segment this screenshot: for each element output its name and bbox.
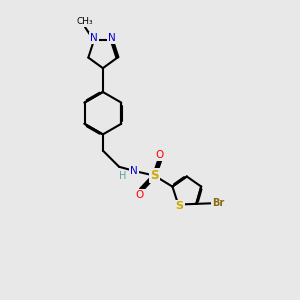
Text: N: N	[108, 33, 116, 43]
Text: CH₃: CH₃	[77, 17, 93, 26]
Text: N: N	[130, 166, 138, 176]
Text: N: N	[90, 33, 98, 43]
Text: O: O	[136, 190, 144, 200]
Text: H: H	[119, 171, 127, 181]
Text: S: S	[176, 201, 184, 211]
Text: O: O	[156, 150, 164, 160]
Text: Br: Br	[212, 198, 224, 208]
Text: S: S	[150, 169, 159, 182]
